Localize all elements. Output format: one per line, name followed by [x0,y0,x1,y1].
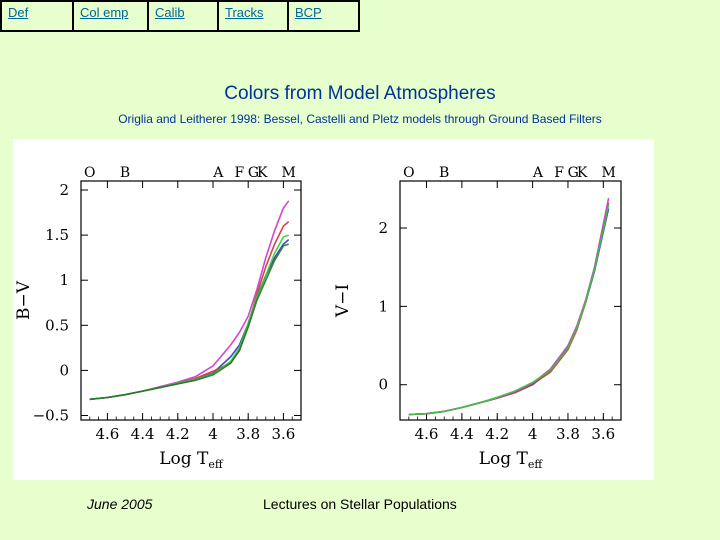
footer-lecture-title: Lectures on Stellar Populations [263,496,457,512]
chart2-xtick-label: 4.6 [415,425,439,443]
chart1-xtick-label: 3.6 [271,425,295,443]
chart2-spectral-type-label: G [568,165,579,181]
chart2-spectral-type-label: M [601,165,615,181]
chart2-xtick-label: 3.8 [556,425,580,443]
chart2-xtick-label: 4.4 [450,425,474,443]
chart2-spectral-type-label: F [554,165,564,181]
page-subtitle: Origlia and Leitherer 1998: Bessel, Cast… [118,112,602,126]
chart1-ytick-label: 1.5 [45,226,69,244]
chart1-ylabel: B−V [14,280,34,320]
chart2-frame [399,180,622,421]
top-nav: Def Col emp Calib Tracks BCP [0,0,360,32]
tab-def[interactable]: Def [2,2,74,30]
footer-date: June 2005 [87,496,153,512]
chart1-frame [80,180,302,421]
chart1-series-line [89,238,290,401]
chart1-xtick-label: 3.8 [236,425,260,443]
chart2-series-line [408,208,610,416]
chart2-ytick-label: 1 [378,297,388,315]
chart2-ytick-label: 2 [378,219,388,237]
chart2-spectral-type-label: K [577,165,588,181]
chart1-ytick-label: 0.5 [45,316,69,334]
chart2-xtick-label: 4.2 [485,425,509,443]
chart2-spectral-type-label: O [403,165,414,181]
chart1-spectral-type-label: A [212,165,224,181]
chart2-ytick-label: 0 [378,376,388,394]
chart1-series-line [89,243,289,401]
chart2-series-line [408,198,610,416]
chart1-spectral-type-label: M [282,165,296,181]
chart2-ylabel: V−I [333,284,353,318]
chart2-xtick-label: 4 [528,425,538,443]
chart2-xlabel: Log Teff [479,449,544,471]
chart2-series-line [408,204,610,416]
figure-panel: 4.6 4.4 4.2 4 3.8 3.6 2 1.5 1 0.5 0 −0.5 Log Teff B−V… [13,139,654,480]
tab-tracks[interactable]: Tracks [219,2,289,30]
chart2-series-line [408,202,610,416]
tab-calib[interactable]: Calib [149,2,219,30]
tab-bcp[interactable]: BCP [295,5,322,20]
chart1-xtick-label: 4.2 [166,425,190,443]
chart1-spectral-type-label: K [257,165,268,181]
tab-col-emp[interactable]: Col emp [74,2,149,30]
chart1-series-line [89,234,289,401]
chart2-xtick-label: 3.6 [591,425,615,443]
chart1-spectral-type-label: O [84,165,95,181]
chart1-series-line [89,200,290,401]
chart1-spectral-type-label: G [248,165,259,181]
color-temperature-figure: 4.6 4.4 4.2 4 3.8 3.6 2 1.5 1 0.5 0 −0.5 Log Teff B−V… [14,165,622,471]
chart2-spectral-type-label: A [532,165,544,181]
chart1-xtick-label: 4.4 [131,425,155,443]
chart1-ytick-label: 0 [59,361,69,379]
chart1-ytick-label: −0.5 [33,406,69,424]
page-title: Colors from Model Atmospheres [224,83,496,104]
chart1-spectral-type-label: B [120,165,130,181]
chart1-series-line [89,220,290,401]
chart1-ytick-label: 2 [59,181,69,199]
chart1-xtick-label: 4 [208,425,218,443]
chart1-xtick-label: 4.6 [95,425,119,443]
chart1-ytick-label: 1 [59,271,69,289]
chart1-xlabel: Log Teff [159,449,224,471]
chart1-spectral-type-label: F [235,165,245,181]
chart2-spectral-type-label: B [439,165,449,181]
